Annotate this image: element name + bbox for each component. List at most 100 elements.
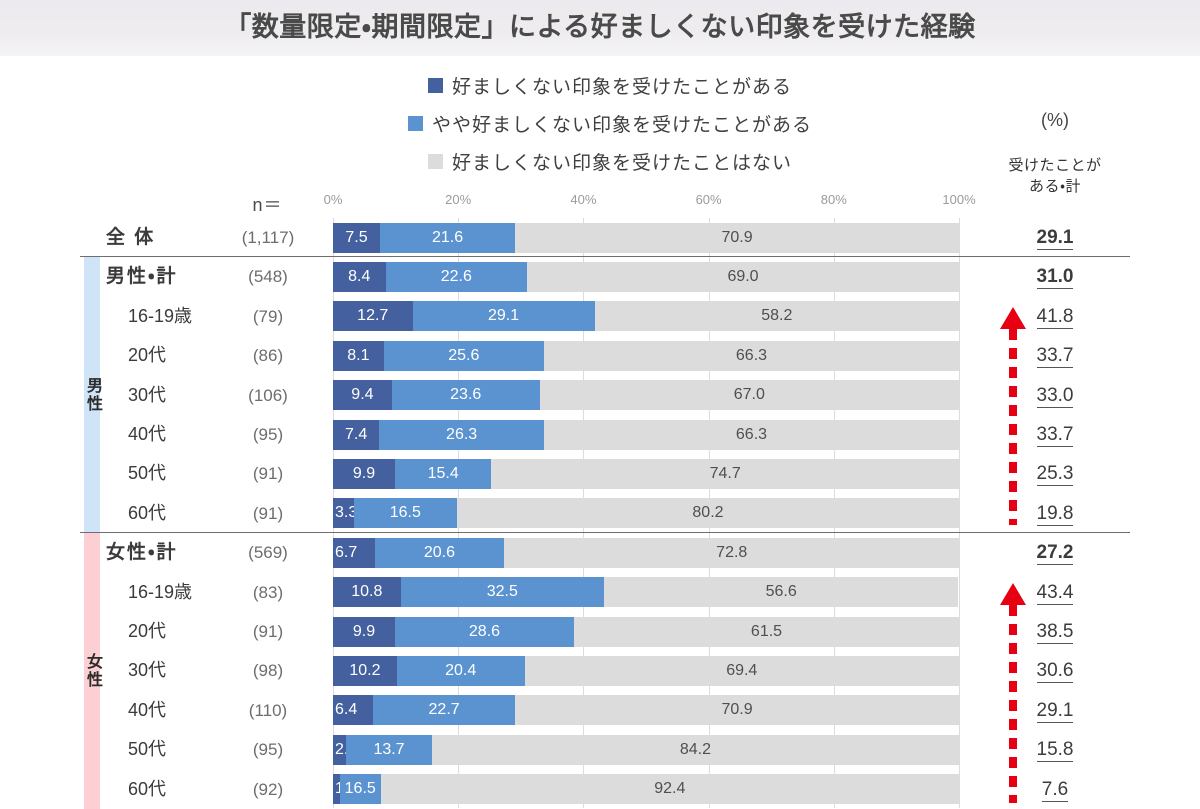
row-sample-size: (83)	[252, 582, 284, 602]
row-total-text: 19.8	[1036, 502, 1074, 526]
legend-unfavorable-swatch	[427, 77, 443, 93]
group-band-male	[84, 296, 100, 337]
row-total-value: 43.4	[990, 573, 1120, 612]
table-row: 60代 (92) 1.1 16.5 92.4 7.6	[0, 769, 1200, 809]
bar-segment-unfavorable: 12.7	[333, 301, 413, 332]
bar-value-label: 28.6	[468, 622, 501, 640]
axis-tick-60pct: 60%	[695, 192, 722, 207]
legend-item: 好ましくない印象を受けたことがある	[300, 66, 920, 104]
axis-tick-0pct: 0%	[323, 192, 343, 207]
page-title: 「数量限定・期間限定」による好ましくない印象を受けた経験	[224, 12, 976, 42]
bar-segment-none: 67.0	[539, 380, 959, 411]
bar-value-label: 26.3	[446, 425, 478, 443]
group-band-male	[84, 336, 100, 376]
bar-value-label: 16.5	[344, 780, 376, 798]
table-row: 40代 (110) 6.4 22.7 70.9 29.1	[0, 690, 1200, 731]
bar-segment-unfavorable: 7.4	[333, 419, 380, 450]
bar-value-label: 16.5	[389, 504, 421, 522]
stacked-bar: 8.1 25.6 66.3	[333, 340, 959, 371]
bar-value-label: 72.8	[716, 543, 748, 561]
bar-value-label: 12.7	[357, 307, 389, 325]
stacked-bar: 1.1 16.5 92.4	[333, 774, 959, 805]
bar-value-label: 84.2	[679, 740, 712, 758]
legend-item: 好ましくない印象を受けたことはない	[300, 142, 920, 180]
section-separator	[80, 532, 1130, 534]
row-total-value: 27.2	[990, 533, 1120, 572]
table-row: 20代 (86) 8.1 25.6 66.3 33.7	[0, 336, 1200, 376]
stacked-bar: 10.2 20.4 69.4	[333, 656, 959, 687]
table-row: 60代 (91) 3.3 16.5 80.2 19.8	[0, 493, 1200, 534]
bar-value-label: 9.4	[351, 386, 374, 404]
row-total-value: 29.1	[990, 218, 1120, 257]
bar-segment-none: 69.4	[524, 656, 959, 687]
stacked-bar: 7.4 26.3 66.3	[333, 419, 959, 450]
stacked-bar: 3.3 16.5 80.2	[333, 498, 959, 529]
group-band-female	[84, 730, 100, 770]
trend-arrow-male	[1000, 306, 1026, 526]
row-label: 60代	[128, 502, 167, 523]
row-total-value: 29.1	[990, 691, 1120, 730]
bar-value-label: 10.8	[351, 583, 383, 601]
row-total-text: 33.7	[1036, 345, 1074, 369]
row-total-value: 19.8	[990, 494, 1120, 533]
bar-value-label: 58.2	[761, 307, 793, 325]
stacked-bar: 9.9 28.6 61.5	[333, 616, 959, 647]
bar-value-label: 23.6	[450, 386, 482, 404]
row-total-value: 7.6	[990, 770, 1120, 809]
bar-segment-somewhat: 32.5	[400, 577, 605, 608]
legend-none-label: 好ましくない印象を受けたことはない	[451, 152, 792, 174]
row-sample-size: (548)	[248, 267, 288, 287]
row-total-text: 41.8	[1036, 305, 1074, 329]
table-row: 50代 (91) 9.9 15.4 74.7 25.3	[0, 454, 1200, 494]
row-total-text: 27.2	[1036, 542, 1074, 566]
group-band-female	[84, 769, 100, 809]
row-label: 30代	[128, 384, 167, 405]
row-label: 40代	[128, 699, 167, 720]
bar-value-label: 69.4	[726, 662, 758, 680]
table-row: 男性・計 (548) 8.4 22.6 69.0 31.0	[0, 257, 1200, 297]
group-band-female	[84, 533, 100, 573]
group-band-male	[84, 375, 100, 415]
bar-value-label: 15.4	[427, 465, 459, 483]
bar-segment-none: 92.4	[380, 774, 959, 805]
row-label: 50代	[128, 463, 167, 484]
bar-value-label: 25.6	[448, 346, 480, 364]
bar-segment-none: 61.5	[574, 616, 959, 647]
bar-value-label: 74.7	[709, 465, 741, 483]
bar-segment-unfavorable: 9.9	[333, 616, 395, 647]
bar-segment-somewhat: 26.3	[379, 419, 544, 450]
bar-value-label: 69.0	[727, 268, 759, 286]
group-label-female: 女性	[84, 533, 101, 809]
bar-segment-somewhat: 20.4	[396, 656, 525, 687]
row-sample-size: (79)	[252, 306, 284, 326]
row-total-text: 29.1	[1036, 699, 1074, 723]
bar-segment-none: 56.6	[604, 577, 959, 608]
stacked-bar: 9.9 15.4 74.7	[333, 459, 959, 490]
table-row: 30代 (98) 10.2 20.4 69.4 30.6	[0, 651, 1200, 691]
table-row: 40代 (95) 7.4 26.3 66.3 33.7	[0, 415, 1200, 455]
stacked-bar: 6.7 20.6 72.8	[333, 537, 960, 568]
gridline	[959, 218, 960, 808]
bar-segment-unfavorable: 7.5	[333, 222, 380, 253]
bar-value-label: 13.7	[373, 740, 405, 758]
stacked-bar: 2.1 13.7 84.2	[333, 734, 959, 765]
total-column-header-line2: ある・計	[1028, 178, 1082, 195]
bar-segment-somewhat: 21.6	[379, 222, 516, 253]
bar-value-label: 56.6	[765, 583, 797, 601]
row-total-value: 25.3	[990, 454, 1120, 493]
bar-value-label: 9.9	[352, 465, 376, 483]
bar-segment-unfavorable: 9.4	[333, 380, 392, 411]
bar-value-label: 66.3	[735, 425, 768, 443]
n-column-header: n＝	[252, 195, 283, 215]
bar-value-label: 66.3	[735, 346, 768, 364]
bar-segment-somewhat: 22.7	[373, 695, 516, 726]
bar-segment-none: 66.3	[543, 340, 959, 371]
group-band-male	[84, 454, 100, 494]
bar-segment-somewhat: 25.6	[383, 340, 544, 371]
axis-tick-40pct: 40%	[570, 192, 597, 207]
row-sample-size: (91)	[252, 464, 284, 484]
table-row: 16-19歳 (79) 12.7 29.1 58.2 41.8	[0, 296, 1200, 337]
group-band-male	[84, 493, 100, 534]
row-sample-size: (106)	[248, 385, 288, 405]
table-row: 16-19歳 (83) 10.8 32.5 56.6 43.4	[0, 572, 1200, 612]
